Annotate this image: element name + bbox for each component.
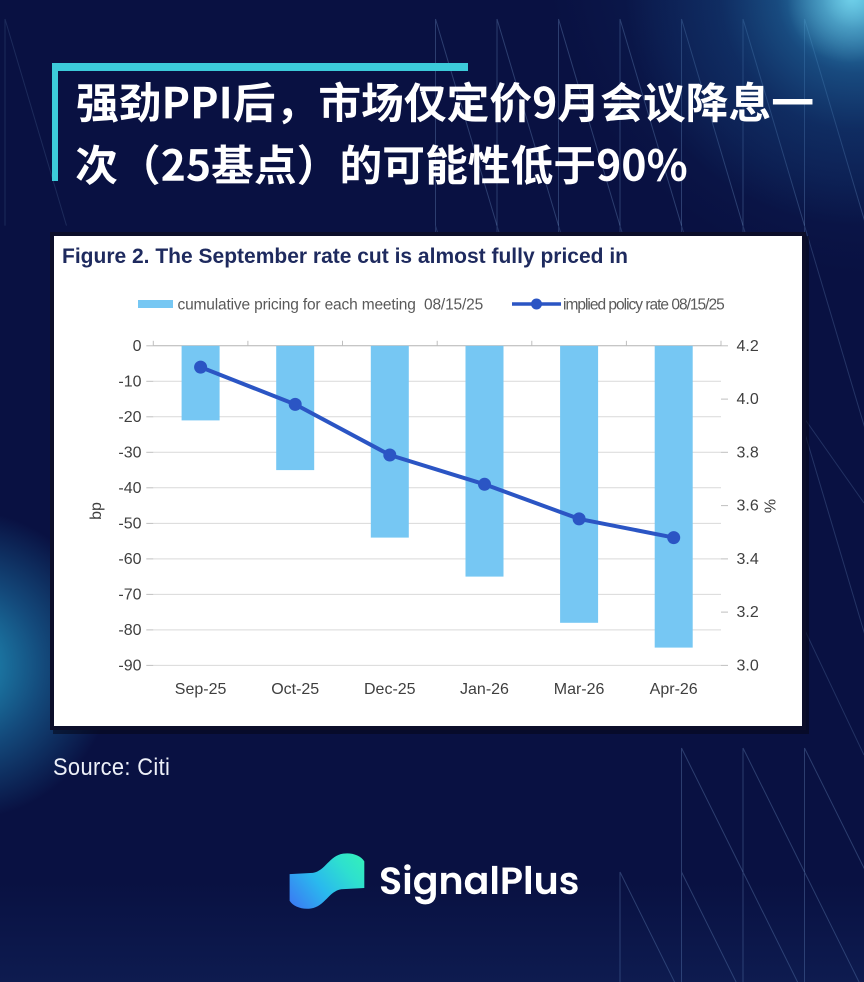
svg-text:3.4: 3.4 — [737, 551, 759, 568]
svg-text:Dec-25: Dec-25 — [364, 681, 416, 698]
svg-text:Apr-26: Apr-26 — [650, 681, 698, 698]
svg-text:Mar-26: Mar-26 — [554, 681, 605, 698]
svg-text:-40: -40 — [118, 480, 141, 497]
svg-text:bp: bp — [88, 502, 105, 520]
svg-text:3.8: 3.8 — [737, 444, 759, 461]
svg-text:3.6: 3.6 — [737, 498, 759, 515]
svg-text:-20: -20 — [118, 409, 141, 426]
svg-text:0: 0 — [133, 338, 142, 355]
svg-text:3.2: 3.2 — [737, 604, 759, 621]
svg-text:-50: -50 — [118, 515, 141, 532]
svg-text:implied policy rate 08/15/25: implied policy rate 08/15/25 — [563, 297, 724, 314]
svg-text:%: % — [763, 499, 780, 513]
svg-text:3.0: 3.0 — [737, 657, 759, 674]
svg-text:-10: -10 — [118, 373, 141, 390]
svg-text:cumulative pricing for each me: cumulative pricing for each meeting 08/1… — [178, 297, 484, 314]
svg-text:4.2: 4.2 — [737, 338, 759, 355]
svg-text:Jan-26: Jan-26 — [460, 681, 509, 698]
svg-text:Oct-25: Oct-25 — [271, 681, 319, 698]
svg-text:-60: -60 — [118, 551, 141, 568]
svg-text:-90: -90 — [118, 657, 141, 674]
svg-text:4.0: 4.0 — [737, 391, 759, 408]
svg-text:Sep-25: Sep-25 — [175, 681, 227, 698]
svg-text:-70: -70 — [118, 586, 141, 603]
svg-text:-30: -30 — [118, 444, 141, 461]
svg-text:-80: -80 — [118, 622, 141, 639]
